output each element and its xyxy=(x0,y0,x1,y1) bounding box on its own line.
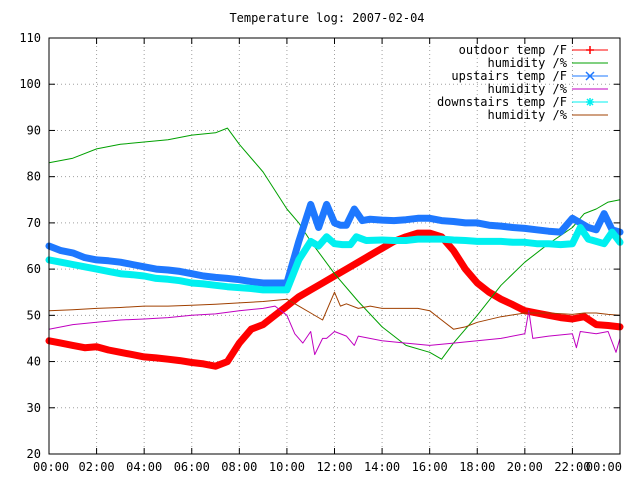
y-tick-label: 40 xyxy=(27,355,41,369)
legend-marker-cross xyxy=(585,71,595,81)
x-tick-label: 20:00 xyxy=(507,460,543,474)
y-tick-label: 110 xyxy=(19,31,41,45)
series-line-4 xyxy=(48,305,621,356)
series-line-1 xyxy=(45,229,624,370)
x-tick-label: 06:00 xyxy=(174,460,210,474)
legend-label-1: outdoor temp /F xyxy=(459,43,567,57)
legend-label-5: downstairs temp /F xyxy=(437,95,567,109)
y-tick-label: 100 xyxy=(19,77,41,91)
x-tick-label: 00:00 xyxy=(33,460,69,474)
legend-label-2: humidity /% xyxy=(488,56,568,70)
series-line-6 xyxy=(48,291,621,330)
y-tick-label: 30 xyxy=(27,401,41,415)
legend-label-3: upstairs temp /F xyxy=(451,69,567,83)
y-tick-label: 20 xyxy=(27,447,41,461)
x-tick-label: 02:00 xyxy=(79,460,115,474)
axis-ticks: 20 30 40 50 60 70 80 90 100 110 00:00 02:00 04:00 06:… xyxy=(19,31,622,474)
y-tick-label: 90 xyxy=(27,123,41,137)
x-tick-label: 04:00 xyxy=(126,460,162,474)
y-tick-label: 60 xyxy=(27,262,41,276)
legend-marker-plus xyxy=(586,46,594,54)
x-tick-label: 10:00 xyxy=(269,460,305,474)
x-tick-label: 08:00 xyxy=(221,460,257,474)
y-tick-label: 50 xyxy=(27,308,41,322)
legend-marker-star xyxy=(586,98,594,106)
x-tick-label: 22:00 xyxy=(554,460,590,474)
x-tick-label: 00:00 xyxy=(586,460,622,474)
series-line-3 xyxy=(45,200,624,287)
y-tick-label: 80 xyxy=(27,170,41,184)
series-lines xyxy=(45,127,624,370)
x-tick-label: 16:00 xyxy=(412,460,448,474)
legend-label-4: humidity /% xyxy=(488,82,568,96)
chart-title: Temperature log: 2007-02-04 xyxy=(229,11,424,25)
series-line-5 xyxy=(45,224,624,294)
x-tick-label: 14:00 xyxy=(364,460,400,474)
y-tick-label: 70 xyxy=(27,216,41,230)
x-tick-label: 18:00 xyxy=(459,460,495,474)
x-tick-label: 12:00 xyxy=(316,460,352,474)
legend-label-6: humidity /% xyxy=(488,108,568,122)
